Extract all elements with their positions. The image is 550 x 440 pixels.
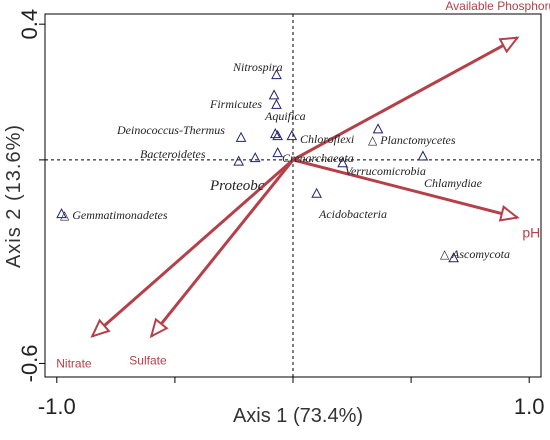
vector-label: pH (522, 225, 540, 241)
taxon-marker (311, 187, 322, 198)
taxon-marker (448, 252, 459, 263)
taxon-marker (271, 98, 282, 109)
taxon-marker (286, 130, 298, 141)
x-axis-title: Axis 1 (73.4%) (233, 405, 363, 427)
points-layer (56, 68, 459, 263)
taxon-label: Crenarchaeota (282, 151, 354, 165)
taxon-marker (235, 131, 247, 142)
taxon-marker (337, 157, 348, 168)
x-tick-label: -1.0 (38, 394, 76, 419)
taxon-label: Chlamydiae (424, 176, 483, 190)
taxon-label: △ Ascomycota (440, 247, 510, 261)
taxon-label: Deinococcus-Thermus (116, 123, 225, 137)
vector-label: Sulfate (129, 353, 167, 367)
taxon-label: Firmicutes (209, 97, 262, 111)
vector-label: Available Phosphorus (445, 0, 550, 13)
vector-arrowhead (498, 36, 520, 54)
taxon-label: △ Gemmatimonadetes (60, 208, 168, 222)
taxon-label: Chloroflexi (300, 132, 354, 146)
taxon-marker (271, 68, 282, 80)
axis-ticks: -1.0 1.0 0.4 -0.6 (17, 9, 544, 419)
taxon-marker (268, 89, 280, 100)
taxon-marker (233, 155, 245, 166)
vector-arrowhead (149, 317, 169, 339)
taxon-marker (56, 208, 67, 219)
taxon-label: Acidobacteria (318, 207, 387, 221)
y-tick-label: -0.6 (17, 344, 42, 382)
taxon-marker (272, 147, 283, 158)
vector-line (91, 158, 294, 338)
taxon-marker (372, 123, 384, 134)
vector-arrowhead (498, 205, 520, 222)
taxon-label: △ Planctomycetes (368, 133, 456, 147)
taxon-marker (272, 130, 283, 141)
taxon-label: Proteobc (209, 178, 265, 194)
y-axis-title: Axis 2 (13.6%) (3, 124, 25, 268)
vectors-layer: Available Phosphorus pH Nitrate Sulfate (56, 0, 550, 370)
y-tick-label: 0.4 (17, 9, 42, 40)
vector-arrowhead (90, 318, 111, 338)
taxon-label: Aquifica (264, 109, 306, 123)
vector-label: Nitrate (56, 356, 92, 370)
vector-line (150, 158, 295, 338)
taxon-marker (417, 150, 429, 161)
taxon-label: Nitrospira (232, 60, 283, 74)
taxon-label: Verrucomicrobia (345, 164, 426, 178)
vector-line (292, 36, 519, 162)
vector-line (292, 158, 518, 220)
x-tick-label: 1.0 (514, 394, 545, 419)
taxon-marker (249, 152, 261, 163)
taxon-marker (269, 128, 281, 139)
taxon-label: Bacteroidetes (140, 147, 206, 161)
